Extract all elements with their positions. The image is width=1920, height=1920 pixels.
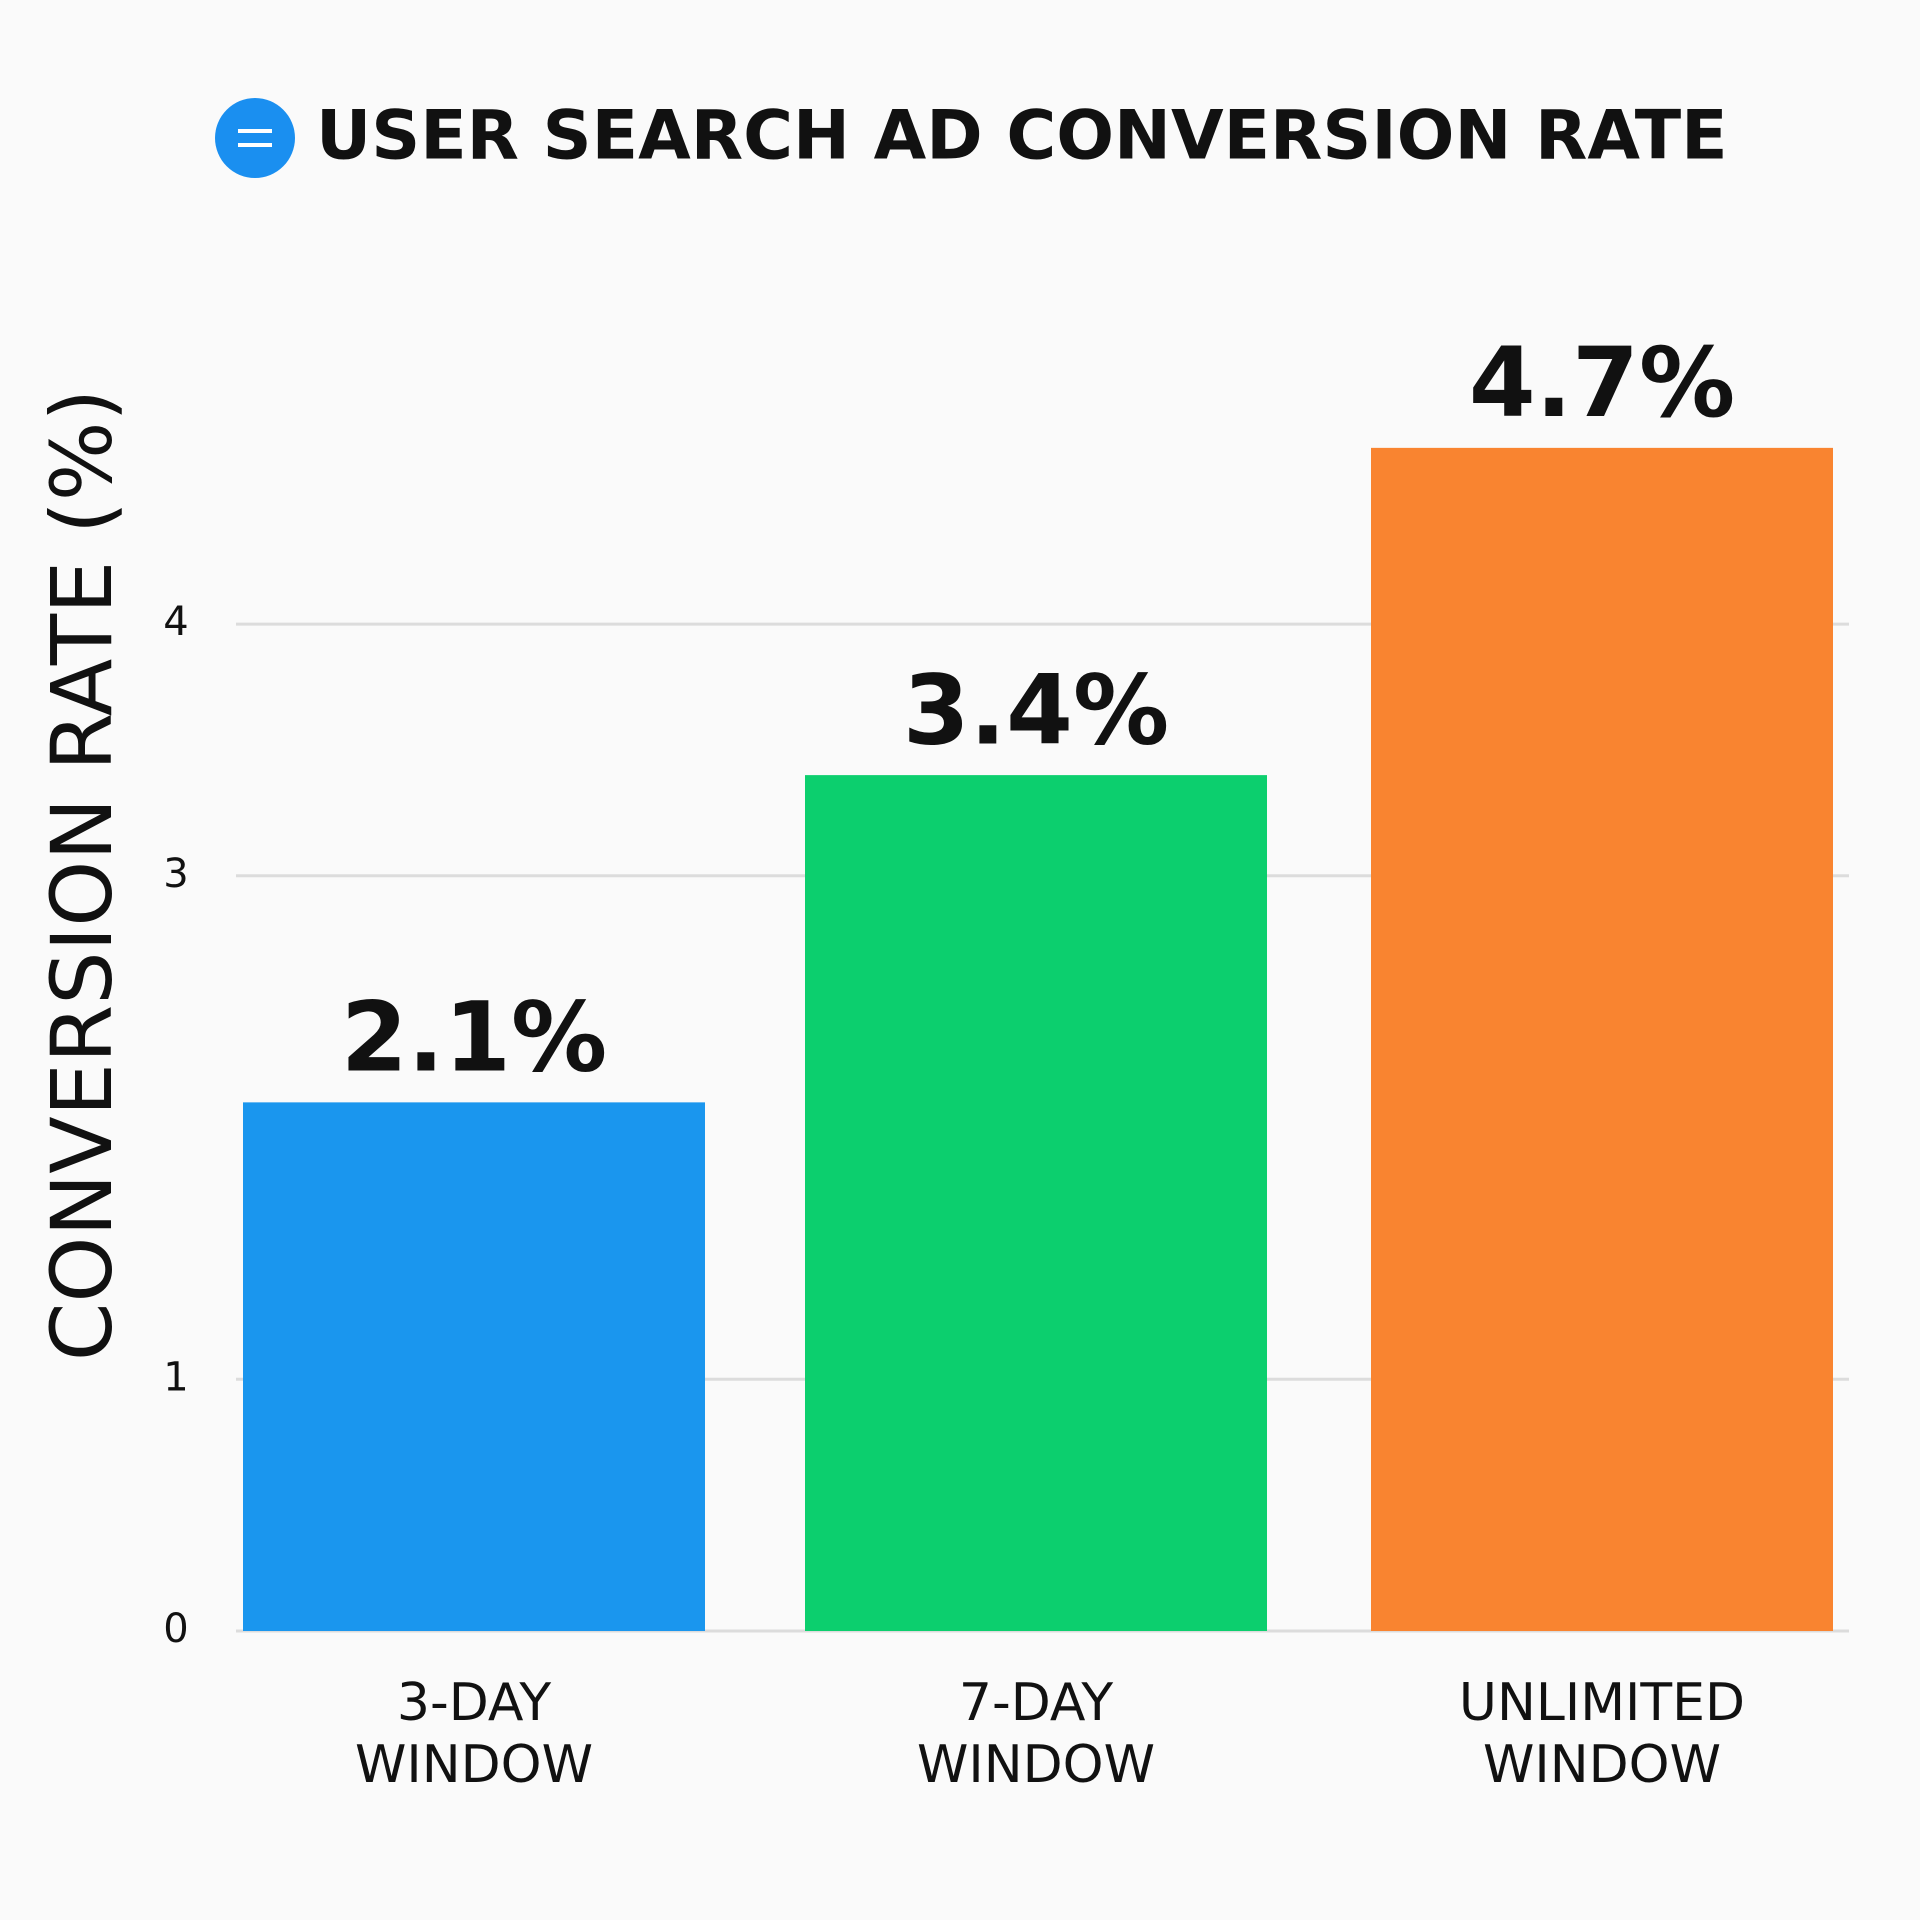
value-label: 4.7% xyxy=(1469,327,1735,439)
y-tick-label: 4 xyxy=(163,599,188,645)
bar xyxy=(805,775,1267,1631)
title-icon xyxy=(215,98,295,178)
y-tick-label: 0 xyxy=(163,1606,188,1652)
value-label: 3.4% xyxy=(903,654,1169,766)
x-tick-label: 3-DAY WINDOW xyxy=(354,1673,594,1795)
y-tick-label: 3 xyxy=(163,851,188,897)
bar xyxy=(243,1102,705,1631)
x-tick-label: 7-DAY WINDOW xyxy=(916,1673,1156,1795)
y-axis-label: CONVERSION RATE (%) xyxy=(33,389,131,1362)
chart-title: USER SEARCH AD CONVERSION RATE xyxy=(316,97,1728,176)
bar xyxy=(1371,447,1833,1632)
value-label: 2.1% xyxy=(341,982,607,1094)
x-tick-label: UNLIMITED WINDOW xyxy=(1458,1673,1746,1795)
y-tick-label: 1 xyxy=(163,1354,188,1400)
